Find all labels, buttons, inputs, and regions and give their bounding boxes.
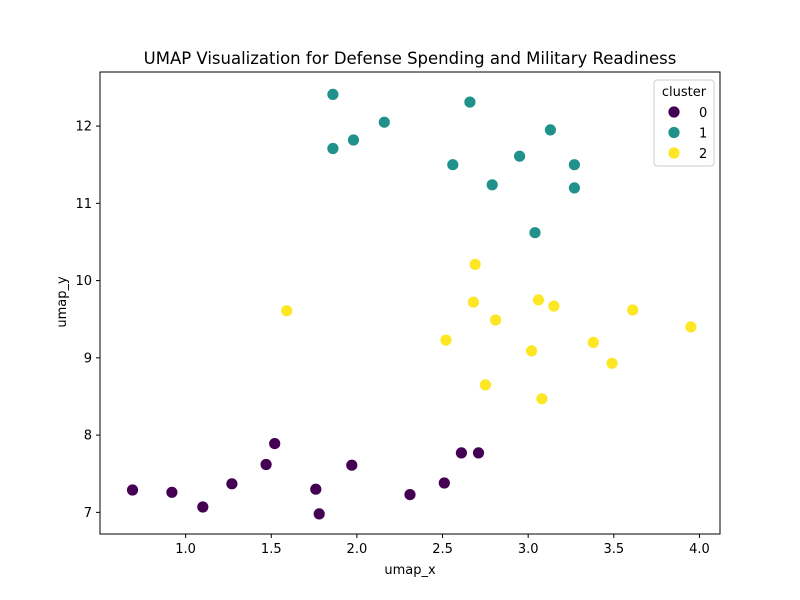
x-tick-label: 2.0 [347, 542, 368, 557]
data-point-cluster-2 [468, 257, 482, 271]
data-point-cluster-0 [403, 488, 417, 502]
data-point-cluster-2 [684, 320, 698, 334]
x-tick-label: 3.0 [518, 542, 539, 557]
data-point-cluster-0 [126, 483, 139, 497]
data-point-cluster-1 [544, 123, 557, 137]
data-point-cluster-2 [439, 333, 453, 347]
data-point-cluster-0 [312, 507, 326, 521]
data-point-cluster-2 [626, 303, 640, 317]
data-point-cluster-1 [463, 95, 477, 109]
data-point-cluster-0 [259, 458, 273, 471]
legend-marker-cluster-0 [667, 105, 681, 119]
data-point-cluster-2 [478, 378, 492, 392]
data-point-cluster-2 [489, 313, 503, 327]
data-point-cluster-1 [568, 158, 581, 172]
data-point-cluster-1 [528, 226, 542, 240]
data-point-cluster-2 [466, 295, 480, 309]
y-tick-label: 12 [75, 120, 92, 135]
data-point-cluster-2 [547, 299, 561, 313]
y-axis-label: umap_y [55, 276, 70, 328]
data-point-cluster-2 [605, 356, 619, 370]
legend-label-cluster-2: 2 [699, 147, 707, 162]
x-tick-label: 1.0 [175, 542, 196, 557]
y-tick-label: 9 [84, 351, 92, 366]
data-point-cluster-2 [535, 392, 549, 406]
legend-frame [653, 79, 715, 167]
data-point-cluster-0 [345, 458, 359, 472]
data-point-cluster-0 [472, 446, 485, 460]
legend-marker-cluster-1 [667, 126, 681, 139]
data-point-cluster-0 [165, 485, 179, 499]
data-point-cluster-2 [532, 293, 545, 307]
y-tick-label: 10 [75, 274, 92, 289]
data-point-cluster-2 [280, 304, 294, 318]
data-point-cluster-1 [485, 178, 499, 192]
data-point-cluster-0 [454, 446, 468, 460]
data-point-cluster-2 [586, 335, 600, 349]
data-point-cluster-0 [268, 437, 282, 451]
data-point-cluster-0 [437, 476, 451, 490]
x-tick-label: 3.5 [603, 542, 624, 557]
data-point-cluster-2 [525, 344, 538, 358]
data-point-cluster-0 [196, 500, 210, 514]
data-point-cluster-1 [377, 115, 391, 129]
x-tick-label: 2.5 [432, 542, 453, 557]
legend-title: cluster [662, 85, 707, 100]
points-layer [126, 88, 698, 521]
y-tick-label: 11 [75, 197, 92, 212]
data-point-cluster-1 [347, 133, 360, 147]
chart-title: UMAP Visualization for Defense Spending … [144, 49, 677, 68]
data-point-cluster-1 [326, 88, 340, 101]
y-tick-label: 7 [84, 506, 92, 521]
x-tick-label: 1.5 [261, 542, 282, 557]
data-point-cluster-0 [225, 477, 239, 491]
x-tick-label: 4.0 [689, 542, 710, 557]
data-point-cluster-1 [326, 142, 340, 155]
data-point-cluster-0 [309, 482, 323, 496]
data-point-cluster-1 [513, 149, 526, 163]
data-point-cluster-1 [568, 181, 581, 195]
data-point-cluster-1 [446, 158, 460, 172]
legend: cluster 0 1 2 [653, 79, 715, 167]
legend-label-cluster-1: 1 [699, 127, 707, 142]
legend-marker-cluster-2 [667, 146, 681, 160]
x-axis-label: umap_x [384, 563, 436, 578]
legend-label-cluster-0: 0 [699, 106, 707, 121]
y-tick-label: 8 [84, 429, 92, 444]
plot-frame [99, 71, 721, 535]
